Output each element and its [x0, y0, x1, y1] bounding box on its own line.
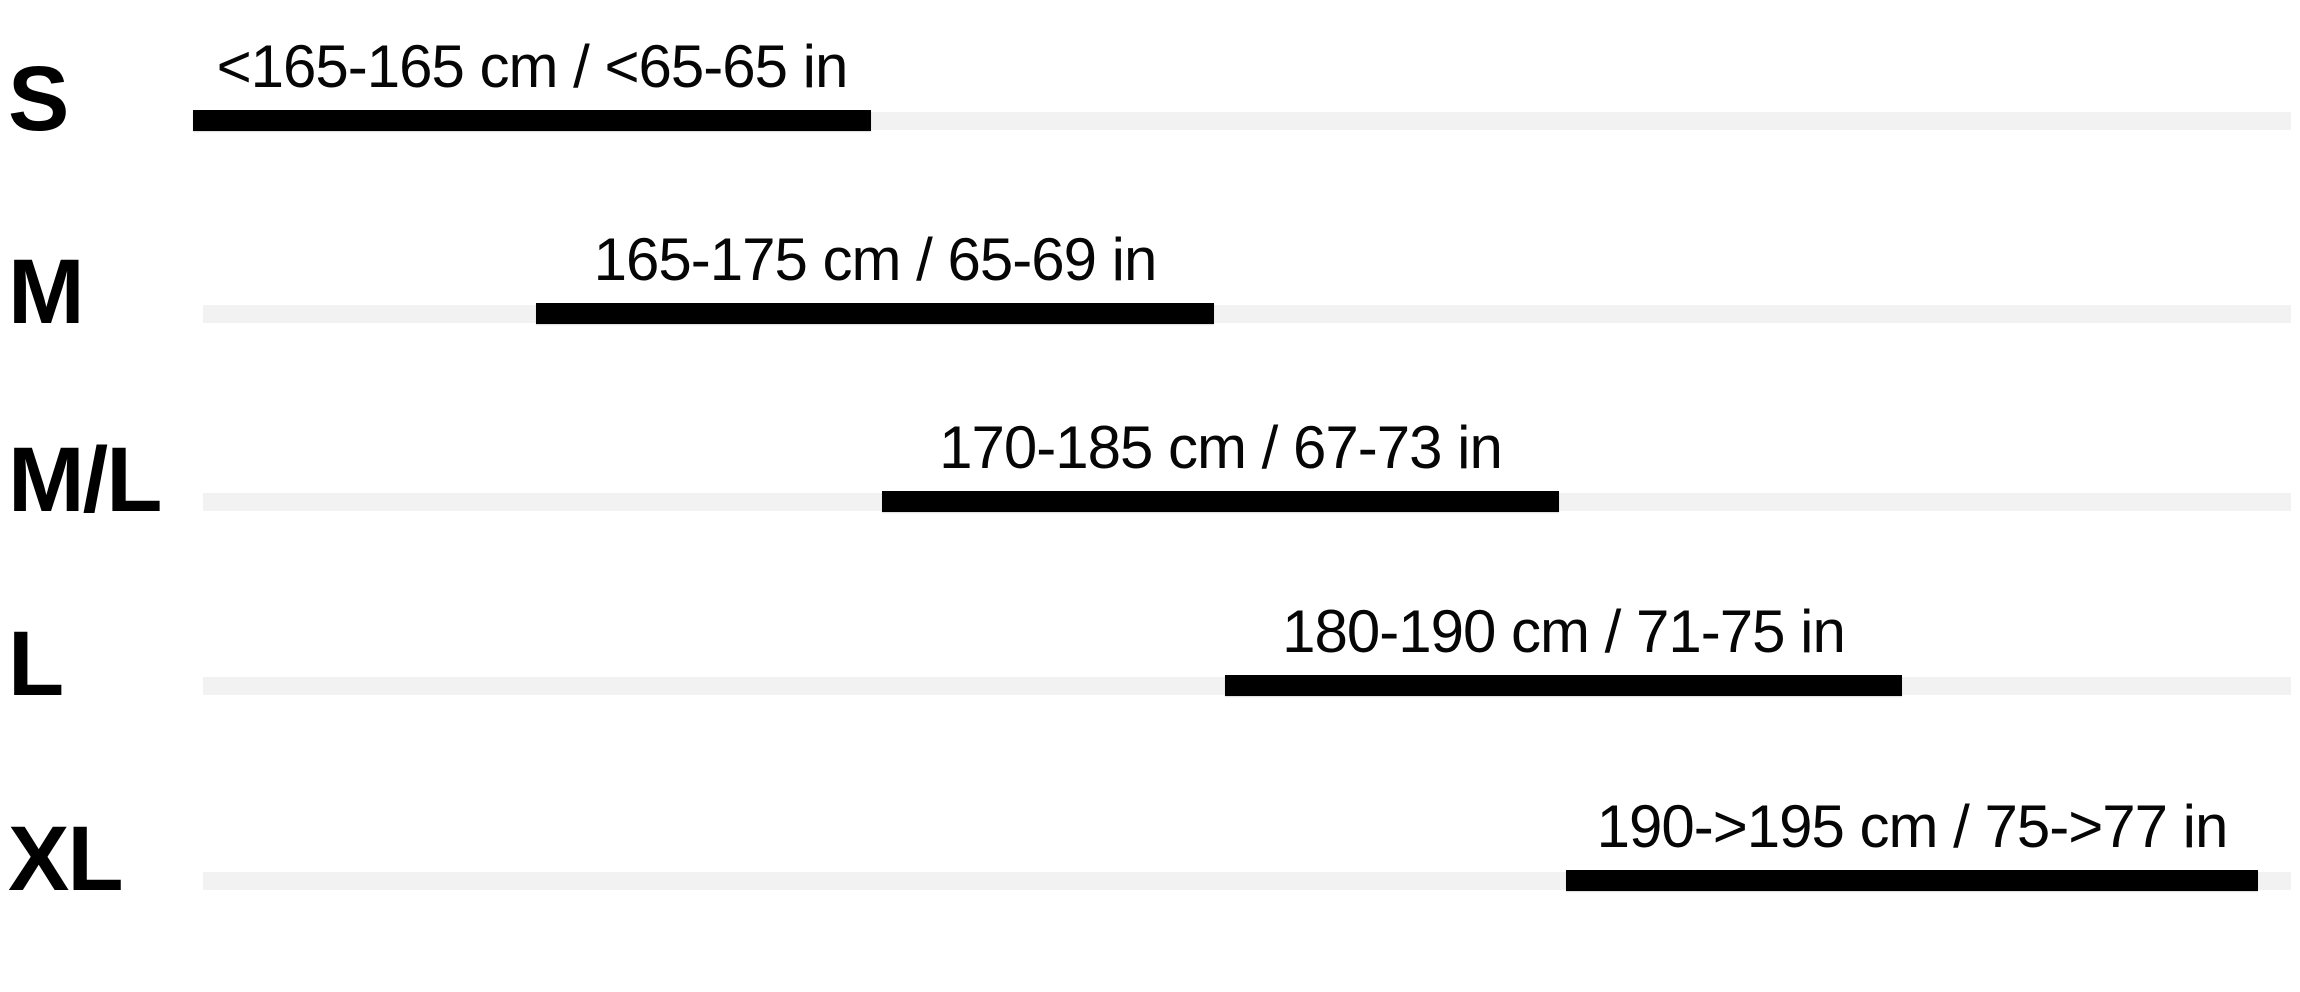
- range-label: 170-185 cm / 67-73 in: [939, 414, 1503, 481]
- range-label: <165-165 cm / <65-65 in: [216, 33, 849, 100]
- height-range-bar: [536, 303, 1214, 324]
- range-label: 190->195 cm / 75->77 in: [1596, 793, 2229, 860]
- height-range-bar: [1566, 870, 2258, 891]
- height-range-bar: [882, 491, 1559, 512]
- size-label: M: [8, 241, 85, 343]
- range-label: 165-175 cm / 65-69 in: [593, 226, 1158, 293]
- size-label: XL: [8, 808, 124, 910]
- range-label: 180-190 cm / 71-75 in: [1282, 598, 1846, 665]
- size-label: S: [8, 48, 69, 150]
- size-label: L: [8, 613, 64, 715]
- height-range-bar: [193, 110, 871, 131]
- bar-track: [203, 305, 2291, 323]
- size-label: M/L: [8, 429, 162, 531]
- height-range-bar: [1225, 675, 1902, 696]
